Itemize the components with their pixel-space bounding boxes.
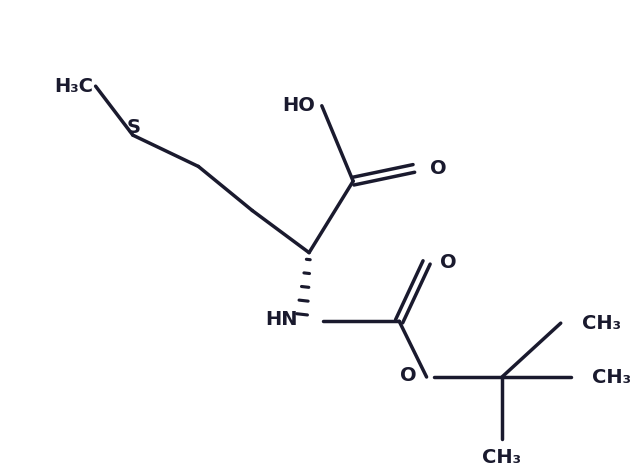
Text: H₃C: H₃C xyxy=(54,77,93,96)
Text: CH₃: CH₃ xyxy=(483,448,522,468)
Text: S: S xyxy=(127,118,141,137)
Text: O: O xyxy=(429,159,446,178)
Text: HN: HN xyxy=(265,310,298,329)
Text: O: O xyxy=(400,366,417,384)
Text: O: O xyxy=(440,253,457,272)
Text: HO: HO xyxy=(282,96,315,115)
Text: CH₃: CH₃ xyxy=(592,368,631,386)
Text: CH₃: CH₃ xyxy=(582,313,621,333)
